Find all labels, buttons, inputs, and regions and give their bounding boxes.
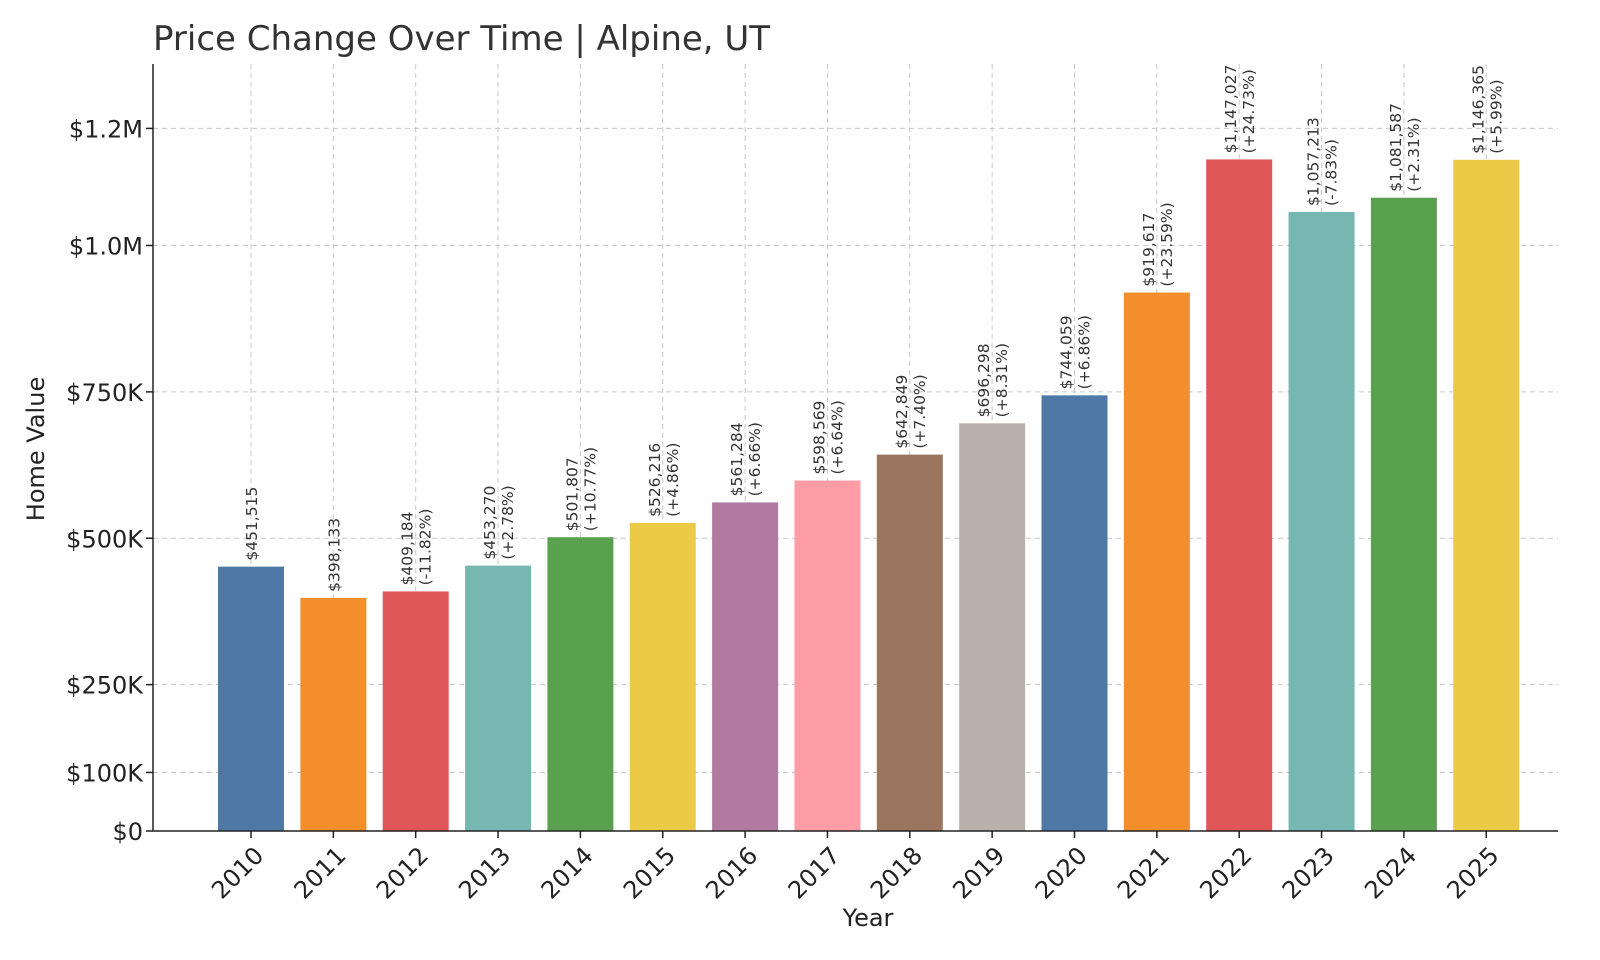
change-label: (-7.83%) [1323, 139, 1341, 206]
value-label: $642,849 [893, 375, 911, 449]
x-tick-label: 2018 [865, 841, 928, 904]
x-tick-label: 2011 [289, 841, 352, 904]
data-label-2015: $526,216 (+4.86%) [646, 443, 682, 517]
x-tick-label: 2012 [371, 841, 434, 904]
data-label-2023: $1,057,213 (-7.83%) [1305, 117, 1341, 206]
y-tick-label: $250K [66, 672, 144, 700]
data-label-2011: $398,133 [325, 518, 343, 592]
x-tick-label: 2023 [1277, 841, 1340, 904]
value-label: $501,807 [563, 457, 581, 531]
bar-2013 [465, 565, 532, 831]
bar-2022 [1206, 159, 1273, 832]
x-axis-title: Year [842, 904, 894, 932]
bar-2010 [218, 566, 284, 831]
x-tick-label: 2017 [783, 841, 846, 904]
bar-2011 [300, 597, 367, 831]
x-tick-label: 2013 [453, 841, 516, 904]
data-labels: $451,515 $398,133 $409,184 (-11.82%) $453,27… [243, 65, 1505, 592]
bars [218, 159, 1520, 832]
change-label: (+2.78%) [499, 485, 517, 559]
value-label: $1,146,365 [1469, 65, 1487, 154]
bar-2019 [959, 423, 1026, 831]
y-axis-title: Home Value [22, 377, 50, 521]
bar-2024 [1370, 197, 1437, 832]
data-label-2022: $1,147,027 (+24.73%) [1222, 65, 1258, 154]
change-label: (+7.40%) [911, 374, 929, 448]
y-tick-label: $1.0M [69, 233, 143, 261]
bar-2012 [382, 591, 449, 831]
change-label: (+5.99%) [1487, 79, 1505, 153]
x-tick-label: 2016 [700, 841, 763, 904]
value-label: $451,515 [243, 487, 261, 561]
change-label: (-11.82%) [417, 509, 435, 586]
bar-2020 [1041, 395, 1108, 831]
y-tick-label: $1.2M [69, 115, 143, 143]
x-tick-label: 2022 [1194, 841, 1257, 904]
data-label-2013: $453,270 (+2.78%) [481, 485, 517, 559]
chart-title: Price Change Over Time | Alpine, UT [153, 19, 770, 59]
change-label: (+4.86%) [664, 443, 682, 517]
value-label: $696,298 [975, 343, 993, 417]
data-label-2021: $919,617 (+23.59%) [1140, 202, 1176, 286]
bar-2017 [794, 480, 861, 831]
change-label: (+24.73%) [1240, 69, 1258, 153]
value-label: $398,133 [325, 518, 343, 592]
data-label-2010: $451,515 [243, 487, 261, 561]
x-tick-label: 2025 [1442, 841, 1505, 904]
change-label: (+8.31%) [993, 343, 1011, 417]
change-label: (+6.64%) [828, 400, 846, 474]
x-tick-label: 2024 [1359, 841, 1422, 904]
data-label-2016: $561,284 (+6.66%) [728, 422, 764, 496]
x-tick-label: 2010 [206, 841, 269, 904]
bar-2014 [547, 537, 614, 831]
value-label: $1,147,027 [1222, 65, 1240, 154]
x-axis-ticks: 2010 2011 2012 2013 2014 2015 2016 2017 2018 2019… [206, 831, 1504, 904]
bar-2023 [1288, 212, 1355, 831]
data-label-2018: $642,849 (+7.40%) [893, 374, 929, 448]
value-label: $409,184 [399, 511, 417, 585]
y-tick-label: $100K [66, 759, 144, 787]
bar-2021 [1123, 292, 1190, 831]
bar-2018 [876, 454, 943, 831]
value-label: $526,216 [646, 443, 664, 517]
data-label-2020: $744,059 (+6.86%) [1058, 315, 1094, 389]
change-label: (+2.31%) [1405, 117, 1423, 191]
x-tick-label: 2021 [1112, 841, 1175, 904]
data-label-2012: $409,184 (-11.82%) [399, 509, 435, 586]
data-label-2014: $501,807 (+10.77%) [563, 447, 599, 531]
value-label: $598,569 [810, 401, 828, 475]
value-label: $1,081,587 [1387, 103, 1405, 192]
value-label: $919,617 [1140, 213, 1158, 287]
x-tick-label: 2015 [618, 841, 681, 904]
data-label-2019: $696,298 (+8.31%) [975, 343, 1011, 417]
y-tick-label: $500K [66, 525, 144, 553]
value-label: $744,059 [1058, 315, 1076, 389]
value-label: $561,284 [728, 422, 746, 496]
change-label: (+23.59%) [1158, 202, 1176, 286]
value-label: $1,057,213 [1305, 117, 1323, 206]
data-label-2017: $598,569 (+6.64%) [810, 400, 846, 474]
bar-2015 [629, 522, 696, 831]
change-label: (+6.66%) [746, 422, 764, 496]
bar-2025 [1453, 159, 1520, 831]
change-label: (+10.77%) [581, 447, 599, 531]
bar-2016 [712, 502, 779, 831]
x-tick-label: 2019 [947, 841, 1010, 904]
y-axis-ticks: $0 $100K $250K $500K $750K $1.0M $1.2M [66, 115, 153, 846]
x-tick-label: 2014 [536, 841, 599, 904]
data-label-2025: $1,146,365 (+5.99%) [1469, 65, 1505, 154]
y-tick-label: $750K [66, 379, 144, 407]
x-tick-label: 2020 [1030, 841, 1093, 904]
y-tick-label: $0 [112, 818, 143, 846]
data-label-2024: $1,081,587 (+2.31%) [1387, 103, 1423, 192]
value-label: $453,270 [481, 486, 499, 560]
change-label: (+6.86%) [1076, 315, 1094, 389]
